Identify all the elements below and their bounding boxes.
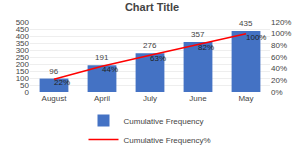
svg-text:May: May (238, 94, 253, 103)
svg-text:300: 300 (16, 46, 30, 55)
svg-text:500: 500 (16, 18, 30, 27)
svg-text:0: 0 (25, 88, 30, 97)
svg-text:April: April (94, 94, 110, 103)
svg-text:50: 50 (20, 81, 29, 90)
svg-text:96: 96 (49, 67, 58, 76)
svg-text:Cumulative Frequency: Cumulative Frequency (124, 117, 204, 126)
svg-text:276: 276 (143, 41, 157, 50)
svg-text:100%: 100% (271, 29, 291, 38)
svg-text:250: 250 (16, 53, 30, 62)
svg-text:Cumulative Frequency%: Cumulative Frequency% (124, 136, 211, 145)
svg-text:82%: 82% (198, 43, 214, 52)
svg-text:40%: 40% (271, 64, 287, 73)
svg-text:July: July (143, 94, 157, 103)
svg-text:120%: 120% (271, 18, 291, 27)
svg-text:0%: 0% (271, 88, 283, 97)
svg-text:44%: 44% (102, 65, 118, 74)
svg-text:August: August (42, 94, 68, 103)
svg-text:June: June (189, 94, 207, 103)
svg-text:450: 450 (16, 25, 30, 34)
svg-text:435: 435 (239, 19, 253, 28)
svg-text:60%: 60% (271, 53, 287, 62)
svg-text:80%: 80% (271, 41, 287, 50)
svg-text:100%: 100% (246, 33, 266, 42)
svg-text:20%: 20% (271, 76, 287, 85)
svg-text:191: 191 (95, 53, 109, 62)
svg-text:150: 150 (16, 67, 30, 76)
svg-text:100: 100 (16, 74, 30, 83)
svg-text:350: 350 (16, 39, 30, 48)
svg-text:200: 200 (16, 60, 30, 69)
svg-text:400: 400 (16, 32, 30, 41)
svg-text:Chart Title: Chart Title (125, 1, 179, 13)
svg-text:22%: 22% (54, 78, 70, 87)
svg-text:63%: 63% (150, 54, 166, 63)
svg-text:357: 357 (191, 30, 205, 39)
